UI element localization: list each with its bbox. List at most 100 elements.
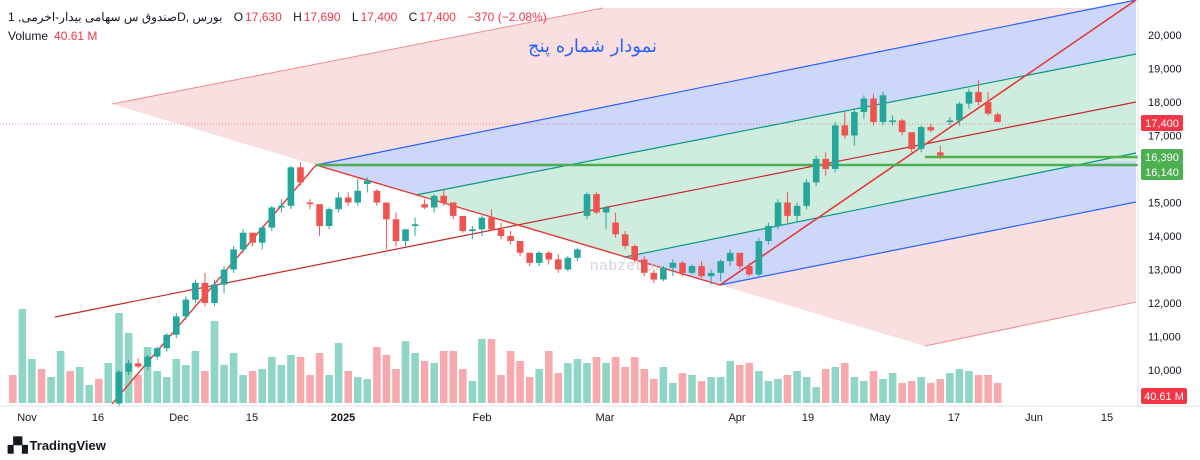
volume-bar: [888, 373, 897, 403]
candle: [144, 356, 151, 367]
candle: [478, 217, 486, 230]
volume-bar: [726, 361, 734, 403]
volume-bar: [239, 375, 247, 403]
volume-bar: [344, 371, 352, 403]
price-tag: [1141, 149, 1183, 165]
price-axis-label: 19,000: [1148, 64, 1182, 76]
volume-bar: [248, 371, 257, 403]
price-axis-label: 13,000: [1148, 265, 1182, 277]
candle: [593, 194, 600, 213]
volume-bar: [478, 339, 486, 403]
price-axis-label: 10,000: [1148, 365, 1182, 377]
candle: [125, 363, 132, 372]
volume-bar: [755, 371, 763, 403]
candle: [516, 241, 524, 253]
candle: [717, 261, 724, 273]
time-axis-label: Mar: [596, 412, 615, 424]
candle: [421, 204, 428, 208]
time-axis-label: 2025: [331, 412, 355, 424]
candle: [201, 282, 209, 303]
volume-bars: [9, 309, 1002, 403]
volume-bar: [993, 383, 1002, 403]
volume-bar: [554, 373, 563, 403]
volume-bar: [401, 341, 410, 403]
volume-bar: [736, 365, 744, 403]
candle: [287, 167, 295, 206]
candle: [688, 266, 696, 273]
volume-legend: Volume 40.61 M: [8, 29, 97, 43]
candle: [698, 266, 705, 277]
candle: [908, 132, 915, 149]
annotation-title[interactable]: نمودار شماره پنج: [528, 36, 658, 57]
volume-bar: [95, 379, 103, 403]
candle: [927, 127, 935, 131]
candle: [937, 152, 944, 156]
fib-fan-line: [111, 7, 604, 105]
candle: [268, 207, 276, 228]
volume-bar: [210, 321, 219, 403]
volume-bar: [306, 375, 314, 403]
volume-bar: [420, 361, 429, 403]
volume-bar: [640, 369, 649, 403]
candle: [459, 215, 467, 231]
candle: [841, 125, 849, 136]
candle: [220, 269, 228, 285]
time-axis-label: May: [870, 412, 891, 424]
volume-bar: [411, 353, 419, 403]
volume-bar: [583, 363, 591, 403]
candle: [812, 158, 820, 183]
volume-bar: [841, 363, 849, 403]
high-label: H: [293, 10, 302, 24]
candle: [784, 202, 791, 216]
close-label: C: [408, 10, 418, 24]
volume-bar: [821, 369, 830, 403]
candle: [488, 217, 495, 230]
candle: [258, 227, 266, 243]
candle: [192, 282, 199, 300]
candle: [822, 158, 829, 169]
volume-bar: [9, 375, 17, 403]
volume-bar: [18, 309, 27, 403]
volume-bar: [764, 381, 773, 403]
volume-bar: [296, 357, 305, 403]
volume-bar: [678, 373, 687, 403]
candle: [832, 125, 839, 169]
candle: [975, 91, 982, 102]
volume-bar: [793, 371, 801, 403]
volume-bar: [162, 377, 171, 403]
volume-bar: [153, 371, 161, 403]
volume-bar: [936, 379, 945, 403]
price-tag-label: 17,400: [1145, 118, 1179, 130]
candle: [956, 103, 963, 121]
candle: [297, 167, 304, 183]
candle: [507, 236, 514, 241]
volume-bar: [697, 381, 706, 403]
candle: [746, 266, 753, 275]
tradingview-logo[interactable]: ▞▚ TradingView: [8, 437, 106, 454]
volume-bar: [573, 359, 582, 403]
volume-bar: [220, 365, 228, 403]
volume-bar: [201, 371, 209, 403]
volume-bar: [66, 371, 74, 403]
volume-bar: [382, 355, 391, 403]
volume-label[interactable]: Volume: [8, 29, 49, 43]
trend-line-up: [719, 0, 1137, 286]
candle: [889, 120, 896, 123]
tradingview-label: TradingView: [29, 438, 106, 453]
candle: [641, 259, 648, 273]
price-axis-label: 11,000: [1148, 332, 1181, 344]
price-axis-label: 17,000: [1148, 131, 1182, 143]
low-label: L: [351, 10, 359, 24]
candle: [249, 232, 256, 243]
volume-bar: [37, 369, 46, 403]
volume-bar: [564, 363, 572, 403]
time-axis-label: Jun: [1025, 412, 1043, 424]
price-tag-label: 16,390: [1145, 152, 1179, 164]
volume-bar: [927, 383, 935, 403]
candle: [440, 195, 447, 203]
candle: [535, 252, 543, 263]
volume-bar: [898, 383, 906, 403]
symbol-name[interactable]: صندوق س سهامی بیدار-اخرمی, 1D, بورس: [8, 10, 223, 24]
volume-bar: [946, 373, 954, 403]
